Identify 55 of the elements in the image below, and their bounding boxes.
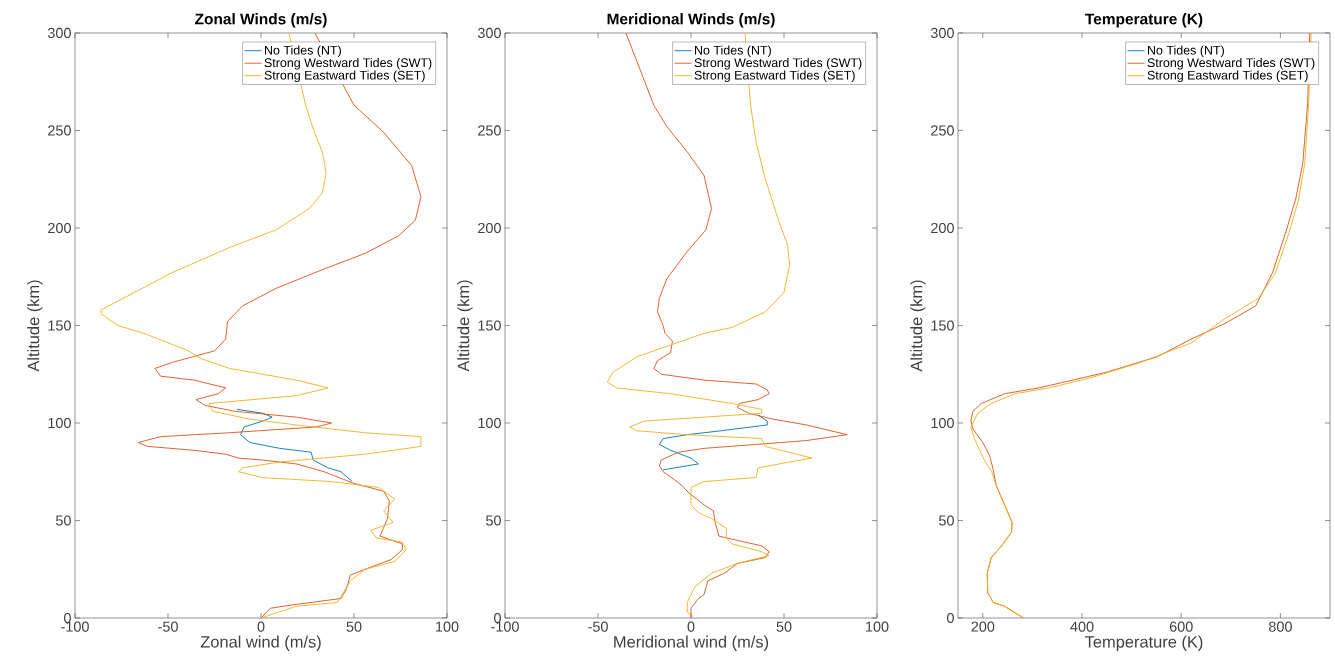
- y-tick-label: 200: [478, 222, 501, 234]
- x-tick-label: 400: [1070, 621, 1094, 632]
- y-tick-label: 0: [947, 612, 954, 624]
- x-tick-label: -50: [158, 621, 178, 632]
- y-tick-label: 100: [478, 417, 501, 429]
- y-tick-label: 50: [486, 515, 501, 526]
- y-tick-label: 200: [48, 222, 71, 234]
- y-tick-label: 0: [64, 612, 71, 624]
- y-tick-label: 150: [478, 320, 501, 331]
- x-tick-label: 50: [776, 621, 792, 632]
- line-series: [236, 408, 353, 482]
- y-tick-label: 200: [931, 222, 954, 234]
- x-tick-label: 800: [1268, 621, 1292, 632]
- y-axis-title: Altitude (km): [27, 280, 43, 372]
- x-axis-title: Temperature (K): [1085, 635, 1203, 651]
- y-axis-title: Altitude (km): [457, 280, 473, 372]
- y-tick-label: 0: [494, 612, 501, 624]
- y-tick-label: 50: [55, 515, 71, 526]
- y-tick-label: 50: [939, 515, 954, 526]
- x-tick-label: 100: [866, 621, 889, 632]
- x-tick-label: 200: [971, 621, 995, 632]
- x-tick-label: -50: [588, 621, 608, 632]
- y-axis-title: Altitude (km): [910, 280, 926, 372]
- x-tick-label: 0: [687, 621, 695, 632]
- chart-title: Meridional Winds (m/s): [607, 13, 775, 28]
- x-tick-label: -100: [61, 621, 89, 632]
- x-tick-label: 100: [436, 621, 459, 632]
- line-series: [658, 414, 768, 471]
- x-tick-label: 50: [346, 621, 362, 632]
- legend-label: No Tides (NT): [265, 45, 341, 58]
- legend-label: No Tides (NT): [1148, 45, 1224, 58]
- y-tick-label: 150: [931, 320, 954, 331]
- legend-label: Strong Eastward Tides (SET): [264, 70, 425, 83]
- x-tick-label: -100: [491, 621, 519, 632]
- y-tick-label: 300: [47, 27, 71, 39]
- x-tick-label: 0: [257, 621, 265, 632]
- chart-title: Temperature (K): [1085, 13, 1203, 28]
- legend-label: No Tides (NT): [695, 45, 771, 58]
- y-tick-label: 250: [478, 125, 501, 136]
- x-tick-label: 600: [1169, 621, 1193, 632]
- y-tick-label: 100: [48, 417, 71, 429]
- y-tick-label: 300: [477, 27, 501, 39]
- legend-label: Strong Eastward Tides (SET): [1147, 70, 1308, 83]
- x-axis-title: Meridional wind (m/s): [614, 635, 769, 651]
- y-tick-label: 150: [48, 320, 71, 331]
- y-tick-label: 250: [48, 125, 71, 136]
- x-axis-title: Zonal wind (m/s): [200, 635, 321, 651]
- legend-label: Strong Westward Tides (SWT): [1147, 57, 1315, 70]
- legend-label: Strong Westward Tides (SWT): [264, 57, 432, 70]
- y-tick-label: 300: [930, 27, 954, 39]
- y-tick-label: 100: [931, 417, 954, 429]
- legend-label: Strong Eastward Tides (SET): [694, 70, 855, 83]
- y-tick-label: 250: [931, 125, 954, 136]
- legend-label: Strong Westward Tides (SWT): [694, 57, 862, 70]
- chart-title: Zonal Winds (m/s): [195, 13, 327, 28]
